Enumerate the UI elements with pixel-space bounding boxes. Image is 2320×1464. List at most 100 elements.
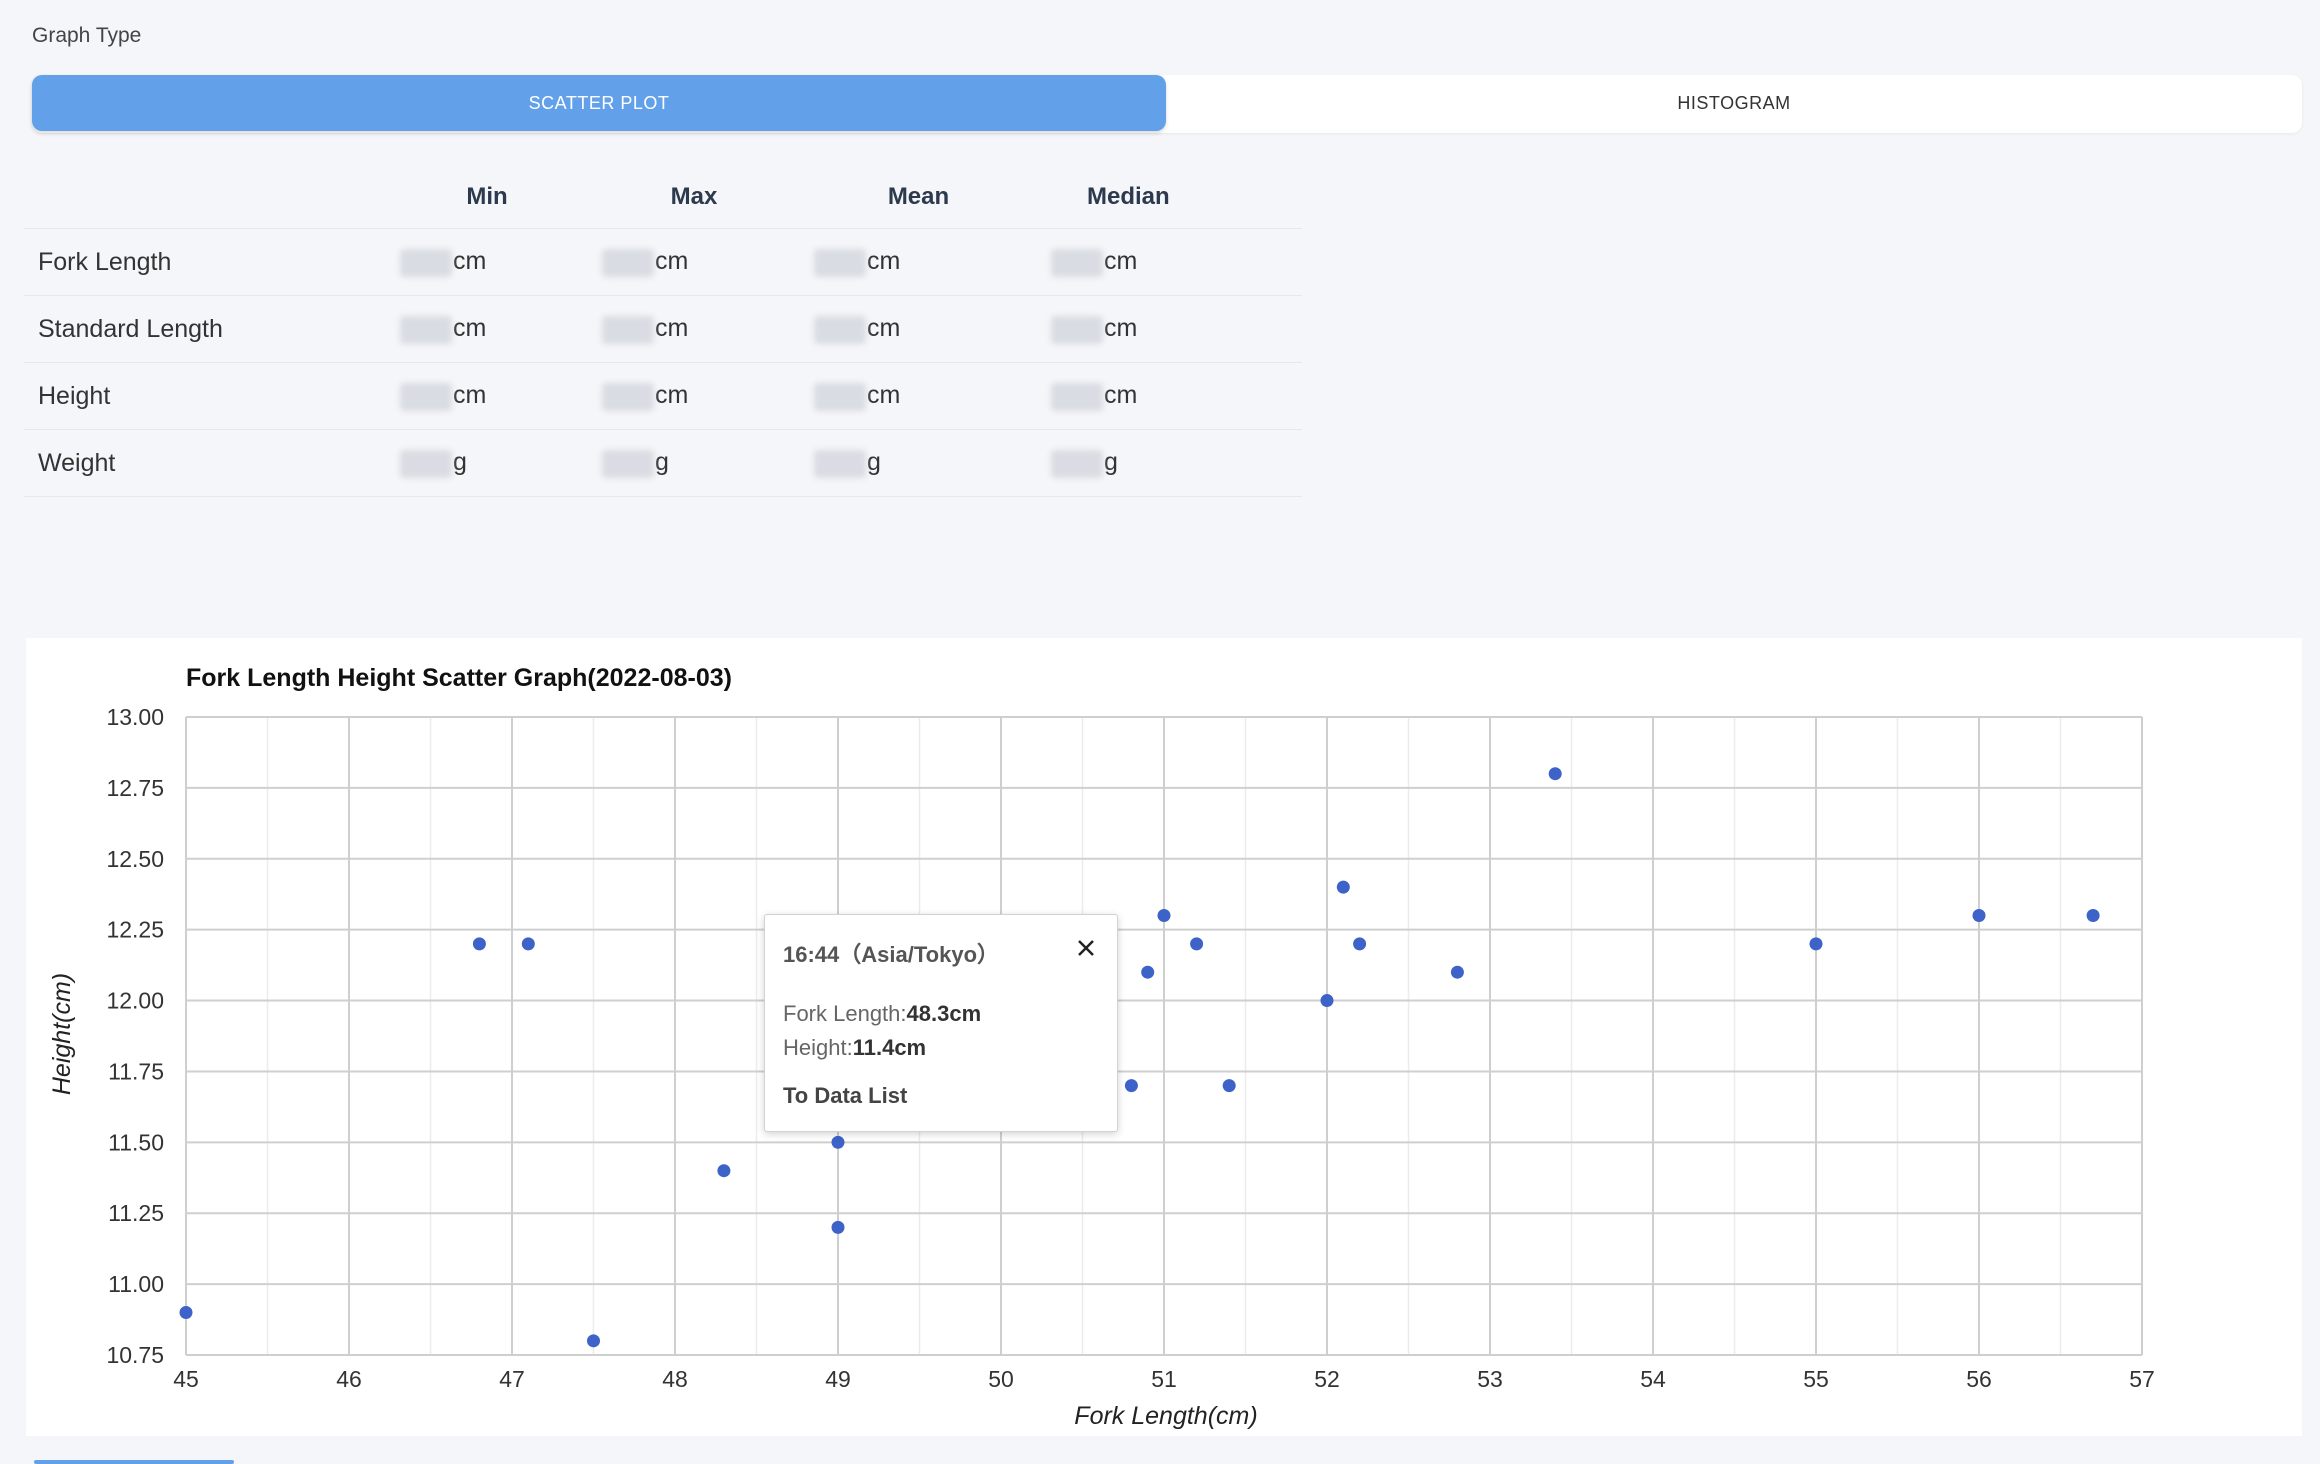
table-row: Standard Length cm cm cm cm [24,295,1302,363]
scatter-point [1809,937,1823,951]
table-row: Height cm cm cm cm [24,362,1302,430]
x-tick-label: 47 [499,1366,525,1392]
scatter-point [1972,908,1986,922]
scatter-point [1336,880,1350,894]
scatter-point [1222,1079,1236,1093]
x-tick-label: 56 [1966,1366,1992,1392]
x-tick-label: 49 [825,1366,851,1392]
scatter-point [1548,767,1562,781]
scatter-point [1141,965,1155,979]
unit-label: g [867,448,881,477]
scatter-point [521,937,535,951]
chart-title: Fork Length Height Scatter Graph(2022-08… [186,664,732,692]
stat-cell: cm [1037,295,1302,363]
header-median: Median [1037,166,1302,229]
tooltip-height: Height:11.4cm [783,1035,926,1061]
scatter-point [1353,937,1367,951]
header-min: Min [386,166,588,229]
header-mean: Mean [800,166,1037,229]
unit-label: cm [655,381,689,410]
x-tick-label: 53 [1477,1366,1503,1392]
redacted-value [814,315,866,344]
stats-table: Min Max Mean Median Fork Length cm cm cm… [24,166,1302,497]
unit-label: g [655,448,669,477]
stat-cell: cm [588,362,800,430]
tooltip-fork-length: Fork Length:48.3cm [783,1001,981,1027]
graph-type-toggle: SCATTER PLOT HISTOGRAM [32,75,2302,133]
redacted-value [400,248,452,277]
x-tick-label: 50 [988,1366,1014,1392]
scatter-point [831,1220,845,1234]
tooltip-fork-value: 48.3cm [906,1001,982,1026]
scatter-point [2086,908,2100,922]
to-data-list-link[interactable]: To Data List [783,1083,908,1108]
unit-label: cm [453,314,487,343]
stat-cell: cm [386,228,588,296]
x-tick-label: 51 [1151,1366,1177,1392]
y-tick-label: 12.50 [106,846,164,872]
stat-cell: cm [800,295,1037,363]
stat-cell: cm [386,295,588,363]
x-tick-label: 57 [2129,1366,2155,1392]
scatter-point [1190,937,1204,951]
stat-cell: g [386,429,588,497]
scatter-point [472,937,486,951]
stat-cell: cm [588,228,800,296]
redacted-value [602,315,654,344]
y-axis-label: Height(cm) [48,973,76,1095]
unit-label: cm [1104,381,1138,410]
unit-label: cm [453,247,487,276]
y-tick-label: 12.00 [106,988,164,1014]
scatter-point [831,1135,845,1149]
redacted-value [602,248,654,277]
close-icon[interactable] [1069,931,1103,965]
unit-label: cm [867,381,901,410]
unit-label: cm [655,314,689,343]
x-tick-label: 46 [336,1366,362,1392]
y-tick-label: 11.75 [108,1058,164,1084]
x-tick-label: 55 [1803,1366,1829,1392]
stats-header-row: Min Max Mean Median [24,166,1302,229]
y-tick-label: 11.00 [108,1271,164,1297]
graph-type-label: Graph Type [32,24,142,47]
scatter-point [179,1305,193,1319]
y-tick-label: 11.25 [108,1200,164,1226]
tooltip-fork-label: Fork Length: [783,1001,907,1026]
redacted-value [400,382,452,411]
unit-label: cm [1104,314,1138,343]
header-max: Max [588,166,800,229]
x-tick-label: 52 [1314,1366,1340,1392]
stat-cell: g [1037,429,1302,497]
stats-header-label [24,166,386,229]
scatter-plot-button[interactable]: SCATTER PLOT [32,75,1166,131]
x-tick-label: 48 [662,1366,688,1392]
tooltip-time: 16:44（Asia/Tokyo） [783,942,1000,967]
scatter-chart-card: 45 46 47 48 49 50 51 52 53 54 55 56 57 10.75 11.00 11.2… [26,638,2302,1436]
redacted-value [400,449,452,478]
unit-label: cm [453,381,487,410]
redacted-value [1051,382,1103,411]
x-tick-label: 54 [1640,1366,1666,1392]
y-tick-label: 12.25 [106,917,164,943]
scatter-point [587,1334,600,1348]
stat-cell: cm [588,295,800,363]
scatter-point [1450,965,1464,979]
redacted-value [1051,248,1103,277]
scatter-point [717,1164,731,1178]
scatter-point [1157,908,1171,922]
unit-label: cm [867,314,901,343]
unit-label: cm [655,247,689,276]
histogram-button[interactable]: HISTOGRAM [1677,92,1791,113]
bottom-tab-indicator [34,1460,234,1464]
table-row: Fork Length cm cm cm cm [24,228,1302,296]
x-tick-label: 45 [173,1366,199,1392]
y-tick-label: 13.00 [106,704,164,730]
unit-label: g [1104,448,1118,477]
redacted-value [1051,449,1103,478]
stat-cell: cm [1037,362,1302,430]
table-row: Weight g g g g [24,429,1302,497]
y-tick-label: 11.50 [108,1129,164,1155]
redacted-value [400,315,452,344]
row-label-standard-length: Standard Length [24,295,386,363]
stat-cell: cm [800,228,1037,296]
